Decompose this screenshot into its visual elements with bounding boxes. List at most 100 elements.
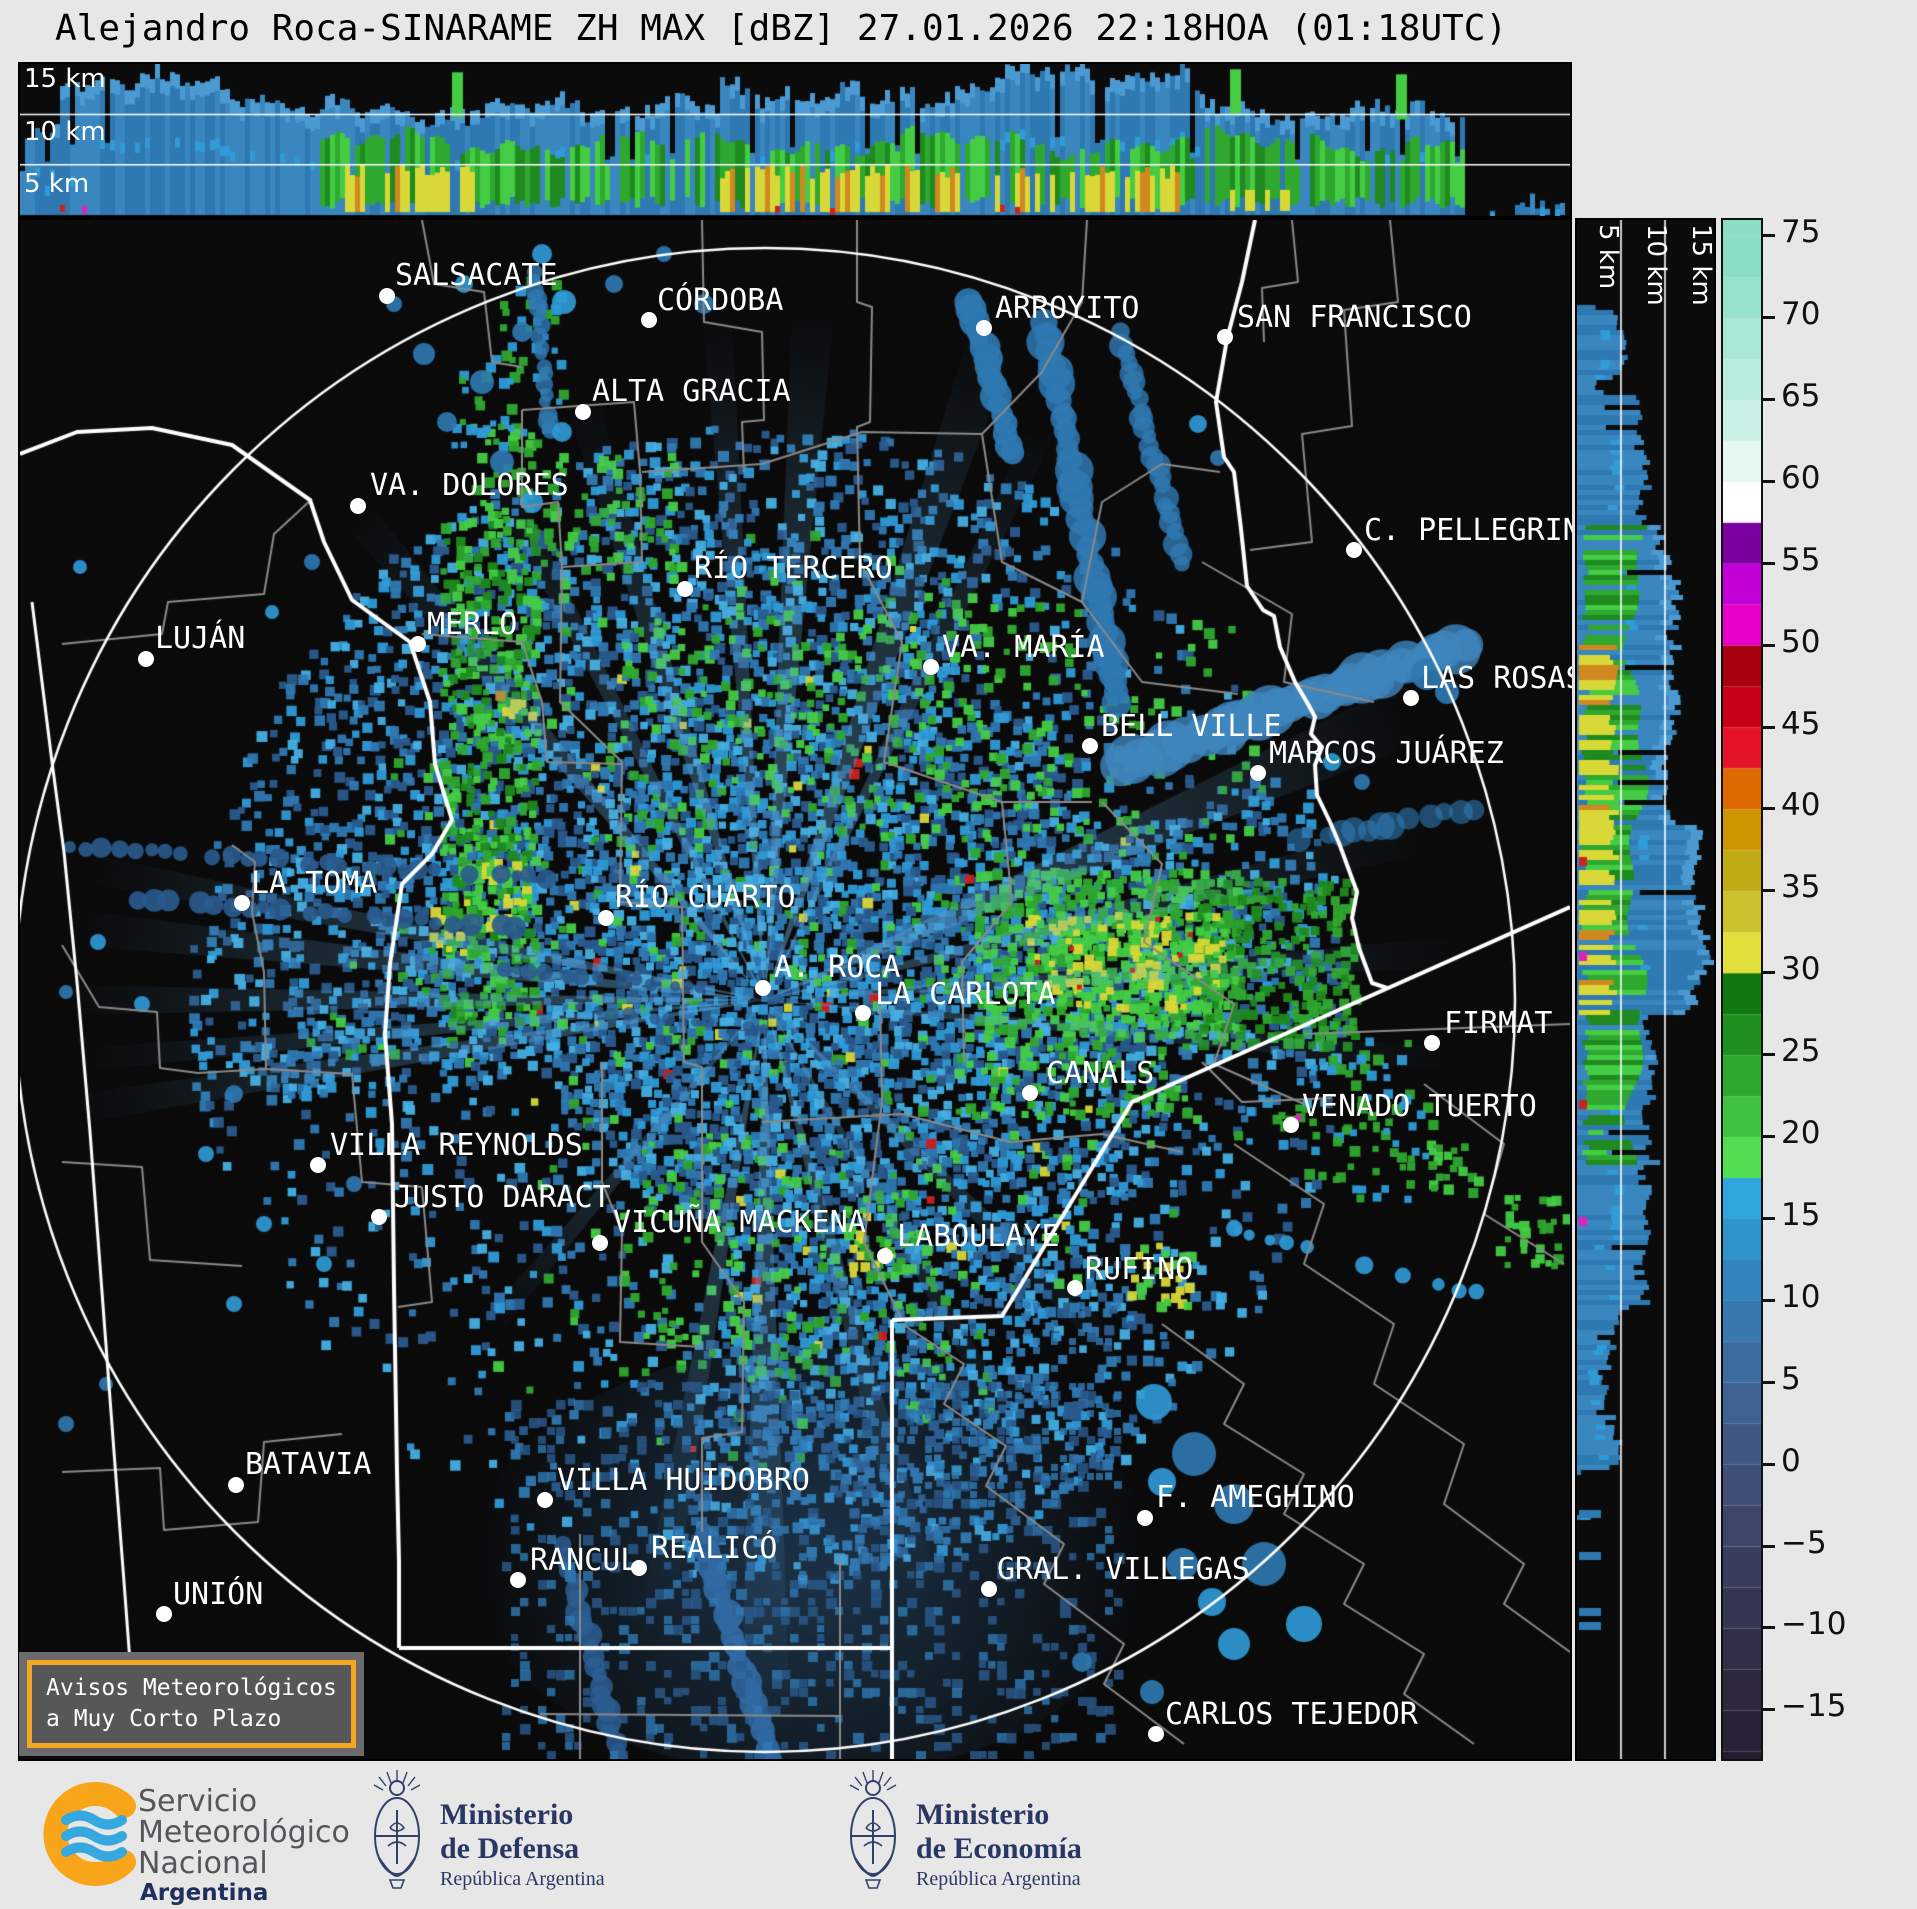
city-dot bbox=[1148, 1726, 1164, 1742]
city-label: A. ROCA bbox=[774, 950, 901, 985]
smn-argentina: Argentina bbox=[140, 1880, 269, 1906]
colorbar-tick-label: 10 bbox=[1781, 1279, 1821, 1316]
right-profile-label-5km: 5 km bbox=[1593, 224, 1623, 290]
colorbar-tick bbox=[1761, 1380, 1775, 1384]
colorbar-tick-label: −5 bbox=[1781, 1524, 1827, 1561]
city-label: LA TOMA bbox=[251, 866, 378, 901]
city-dot bbox=[575, 404, 591, 420]
colorbar-tick-label: 55 bbox=[1781, 541, 1821, 578]
city-dot bbox=[410, 636, 426, 652]
city-label: BELL VILLE bbox=[1101, 709, 1282, 744]
city-dot bbox=[510, 1572, 526, 1588]
city-label: SALSACATE bbox=[395, 258, 558, 293]
city-dot bbox=[598, 910, 614, 926]
city-label: REALICÓ bbox=[651, 1531, 778, 1566]
colorbar-tick-label: 25 bbox=[1781, 1033, 1821, 1070]
economia-coat-of-arms-icon bbox=[849, 1770, 897, 1889]
colorbar-tick bbox=[1761, 397, 1775, 401]
city-dot bbox=[976, 320, 992, 336]
colorbar-tick bbox=[1761, 971, 1775, 975]
colorbar-tick-label: 30 bbox=[1781, 951, 1821, 988]
city-label: GRAL. VILLEGAS bbox=[997, 1552, 1250, 1587]
smn-logo-icon bbox=[43, 1782, 136, 1886]
city-label: CÓRDOBA bbox=[657, 283, 784, 318]
city-dot bbox=[981, 1581, 997, 1597]
colorbar-tick bbox=[1761, 561, 1775, 565]
city-label: VA. DOLORES bbox=[370, 468, 569, 503]
city-dot bbox=[923, 659, 939, 675]
city-dot bbox=[877, 1248, 893, 1264]
warning-line-2: a Muy Corto Plazo bbox=[46, 1706, 282, 1732]
defensa-line1: Ministerio bbox=[440, 1798, 574, 1831]
colorbar-tick-label: 45 bbox=[1781, 705, 1821, 742]
colorbar-tick bbox=[1761, 234, 1775, 238]
city-label: BATAVIA bbox=[245, 1447, 372, 1482]
city-dot bbox=[1283, 1117, 1299, 1133]
city-label: MARCOS JUÁREZ bbox=[1269, 736, 1504, 771]
colorbar-tick bbox=[1761, 1298, 1775, 1302]
colorbar-tick-label: −10 bbox=[1781, 1606, 1847, 1643]
city-dot bbox=[234, 895, 250, 911]
defensa-text: Ministerio de Defensa bbox=[440, 1798, 579, 1866]
city-labels-layer: SALSACATE CÓRDOBA ARROYITO SAN FRANCISCO ALT… bbox=[18, 218, 1572, 1761]
colorbar-tick-label: 60 bbox=[1781, 460, 1821, 497]
colorbar-tick bbox=[1761, 1544, 1775, 1548]
city-label: VILLA HUIDOBRO bbox=[557, 1463, 810, 1498]
city-label: ALTA GRACIA bbox=[592, 374, 791, 409]
city-dot bbox=[1137, 1510, 1153, 1526]
city-label: FIRMAT bbox=[1444, 1006, 1553, 1041]
colorbar-tick-label: 0 bbox=[1781, 1442, 1801, 1479]
city-dot bbox=[310, 1157, 326, 1173]
city-dot bbox=[1217, 329, 1233, 345]
smn-line3: Nacional bbox=[138, 1846, 268, 1881]
defensa-coat-of-arms-icon bbox=[373, 1770, 421, 1889]
city-dot bbox=[677, 581, 693, 597]
city-label: RÍO TERCERO bbox=[694, 551, 893, 586]
city-label: SAN FRANCISCO bbox=[1237, 300, 1472, 335]
smn-text: Servicio Meteorológico Nacional bbox=[138, 1786, 350, 1879]
colorbar-tick bbox=[1761, 807, 1775, 811]
city-dot bbox=[855, 1005, 871, 1021]
city-label: CANALS bbox=[1046, 1056, 1155, 1091]
city-dot bbox=[371, 1209, 387, 1225]
colorbar-tick-label: 40 bbox=[1781, 787, 1821, 824]
city-label: JUSTO DARACT bbox=[394, 1180, 611, 1215]
warning-banner[interactable]: Avisos Meteorológicos a Muy Corto Plazo bbox=[19, 1652, 364, 1756]
colorbar-tick bbox=[1761, 1053, 1775, 1057]
colorbar-tick bbox=[1761, 316, 1775, 320]
city-dot bbox=[156, 1606, 172, 1622]
colorbar-tick bbox=[1761, 725, 1775, 729]
city-label: F. AMEGHINO bbox=[1156, 1480, 1355, 1515]
city-label: VICUÑA MACKENA bbox=[613, 1205, 866, 1240]
right-profile-label-10km: 10 km bbox=[1641, 224, 1671, 306]
page-title: Alejandro Roca-SINARAME ZH MAX [dBZ] 27.… bbox=[55, 8, 1508, 49]
colorbar-tick-label: 50 bbox=[1781, 623, 1821, 660]
colorbar-tick bbox=[1761, 1708, 1775, 1712]
colorbar-tick bbox=[1761, 1626, 1775, 1630]
economia-line1: Ministerio bbox=[916, 1798, 1050, 1831]
city-dot bbox=[379, 288, 395, 304]
city-dot bbox=[1424, 1035, 1440, 1051]
right-profile-label-15km: 15 km bbox=[1686, 224, 1716, 306]
city-label: VA. MARÍA bbox=[942, 630, 1105, 665]
colorbar-tick bbox=[1761, 479, 1775, 483]
colorbar-tick-label: 20 bbox=[1781, 1115, 1821, 1152]
city-label: MERLO bbox=[427, 607, 518, 642]
defensa-sub: República Argentina bbox=[440, 1868, 605, 1890]
city-label: VENADO TUERTO bbox=[1302, 1089, 1537, 1124]
city-label: VILLA REYNOLDS bbox=[330, 1128, 583, 1163]
city-dot bbox=[228, 1477, 244, 1493]
top-profile-label-10km: 10 km bbox=[24, 117, 106, 147]
colorbar-tick-label: 5 bbox=[1781, 1360, 1801, 1397]
colorbar-tick bbox=[1761, 889, 1775, 893]
colorbar-tick bbox=[1761, 1462, 1775, 1466]
economia-sub: República Argentina bbox=[916, 1868, 1081, 1890]
colorbar-tick-label: 35 bbox=[1781, 869, 1821, 906]
city-dot bbox=[592, 1235, 608, 1251]
city-dot bbox=[350, 498, 366, 514]
city-label: LAS ROSAS bbox=[1421, 661, 1572, 696]
smn-line2: Meteorológico bbox=[138, 1815, 350, 1850]
city-dot bbox=[1346, 542, 1362, 558]
colorbar-tick bbox=[1761, 1135, 1775, 1139]
